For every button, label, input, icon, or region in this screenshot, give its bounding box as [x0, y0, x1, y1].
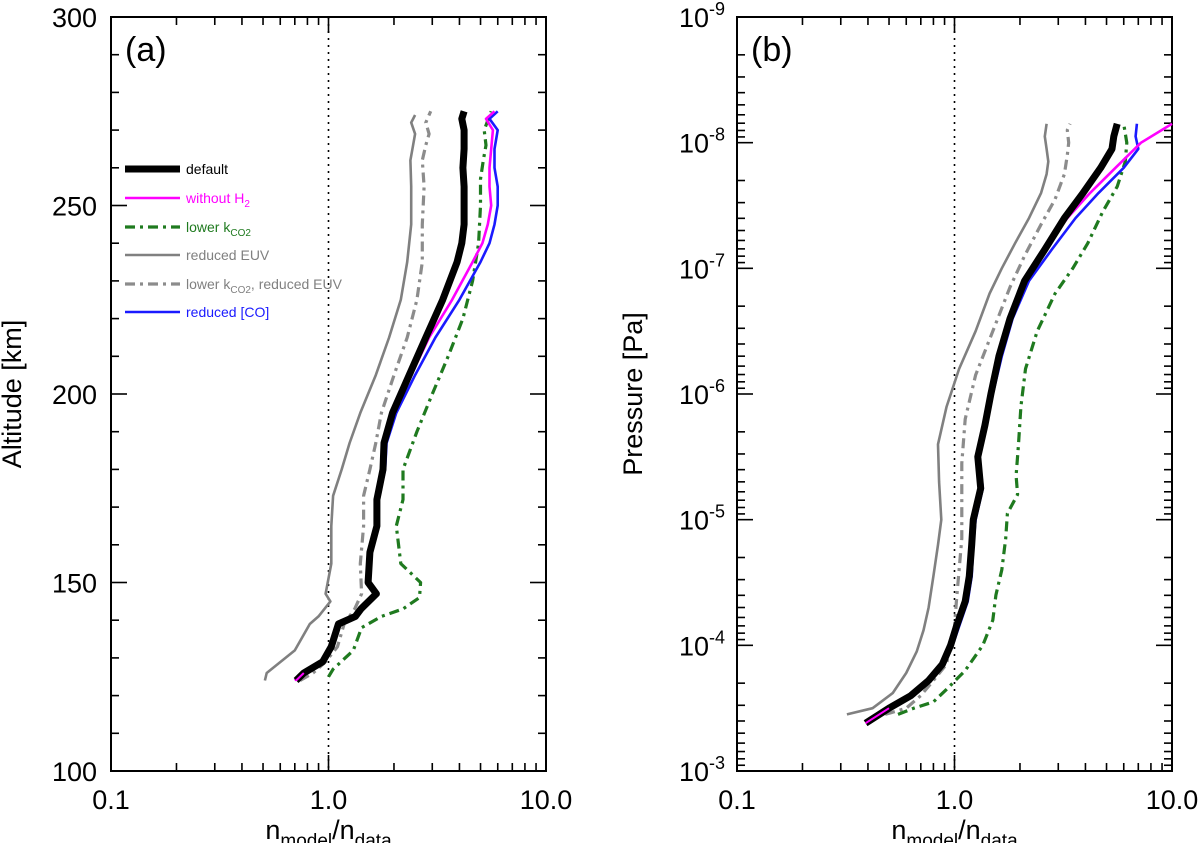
p1-series-reduced-co: [867, 123, 1140, 725]
p1-series-default-tip: [865, 707, 890, 725]
panel-b: 0.1 1.0 10.0 10-3 10-4 10-5 10-6 10-7 10-8 10-9 (b…: [618, 0, 1198, 843]
legend-label-without-h2: without H2: [185, 190, 250, 210]
p1-x-tick-label: 0.1: [718, 785, 756, 815]
legend-label-lower-kco2: lower kCO2: [186, 219, 251, 239]
p0-x-tick-label: 1.0: [310, 785, 348, 815]
p1-y-tick-label: 10-3: [679, 753, 725, 787]
panel-a: 0.1 1.0 10.0 100 150 200 250 300 (a) nmodel/ndata…: [0, 3, 572, 843]
legend-label-reduced-co: reduced [CO]: [186, 304, 269, 320]
p1-series-lower-kco2: [897, 123, 1129, 716]
p1-series-reduced-euv: [846, 123, 1050, 716]
legend-label-lower-kco2-reduced-euv: lower kCO2, reduced EUV: [186, 276, 343, 296]
p0-series-lower-kco2-reduced-euv: [299, 110, 433, 682]
p0-series-lower-kco2: [327, 110, 493, 678]
p0-x-tick-label: 0.1: [92, 785, 130, 815]
p0-x-tick-label: 10.0: [520, 785, 573, 815]
p0-series-reduced-euv: [263, 114, 417, 681]
p0-y-tick-label: 200: [52, 380, 97, 410]
p0-x-axis-title: nmodel/ndata: [265, 815, 392, 843]
p0-y-tick-label: 150: [52, 569, 97, 599]
p0-y-axis-title: Altitude [km]: [0, 320, 27, 469]
p1-y-tick-label: 10-7: [679, 250, 725, 284]
p0-y-tick-label: 300: [52, 3, 97, 33]
p1-y-tick-label: 10-4: [679, 627, 725, 661]
p0-series-default: [293, 110, 468, 684]
legend-label-reduced-euv: reduced EUV: [186, 247, 270, 263]
p1-series-without-h2: [864, 122, 1173, 725]
p1-y-tick-label: 10-5: [679, 502, 725, 536]
legend: default without H2 lower kCO2 reduced EUV lo…: [125, 161, 343, 320]
p1-x-tick-label: 10.0: [1146, 785, 1199, 815]
p1-series-default: [863, 122, 1121, 727]
p1-series-lower-kco2-reduced-euv: [884, 123, 1072, 716]
p1-panel-label: (b): [751, 31, 793, 69]
p1-x-tick-label: 1.0: [936, 785, 974, 815]
p0-series-default-tip: [295, 672, 305, 682]
p1-y-tick-label: 10-9: [679, 0, 725, 33]
p0-panel-label: (a): [125, 31, 167, 69]
p1-y-tick-label: 10-8: [679, 125, 725, 159]
legend-label-default: default: [186, 161, 228, 177]
p0-y-tick-label: 250: [52, 192, 97, 222]
p1-y-tick-label: 10-6: [679, 376, 725, 410]
p0-y-tick-label: 100: [52, 757, 97, 787]
p1-x-axis-title: nmodel/ndata: [891, 815, 1018, 843]
p1-y-axis-title: Pressure [Pa]: [618, 312, 648, 476]
